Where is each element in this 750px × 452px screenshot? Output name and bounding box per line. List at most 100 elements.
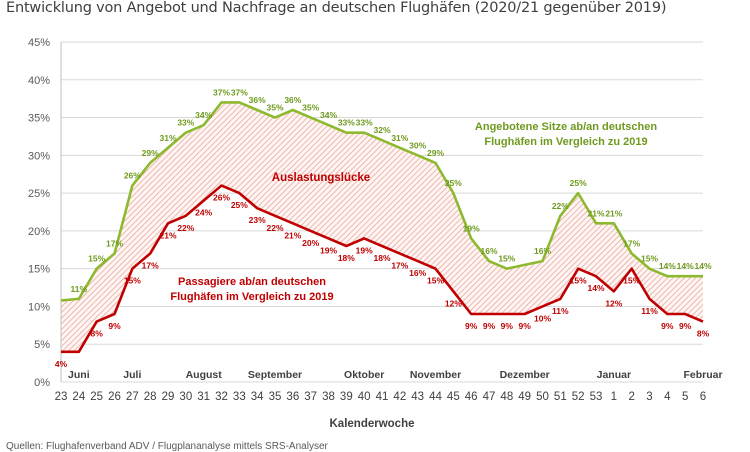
seats-data-label: 34% (320, 110, 337, 120)
passengers-data-label: 17% (391, 261, 408, 271)
x-tick-label: 53 (590, 391, 603, 403)
seats-data-label: 36% (249, 95, 266, 105)
gap-fill (61, 102, 703, 352)
month-label: Januar (597, 369, 631, 381)
source-note: Quellen: Flughafenverband ADV / Flugplan… (6, 441, 328, 452)
y-tick-label: 45% (28, 37, 50, 49)
seats-data-label: 37% (213, 87, 230, 97)
x-tick-label: 40 (358, 391, 371, 403)
passengers-data-label: 18% (338, 253, 355, 263)
x-tick-label: 44 (429, 391, 442, 403)
passengers-data-label: 15% (427, 276, 444, 286)
x-tick-label: 52 (572, 391, 585, 403)
seats-label-line: Flughäfen im Vergleich zu 2019 (484, 136, 647, 148)
seats-data-label: 36% (284, 95, 301, 105)
passengers-data-label: 18% (373, 253, 390, 263)
passengers-data-label: 26% (213, 193, 230, 203)
gap-area (61, 102, 703, 352)
x-tick-label: 42 (393, 391, 406, 403)
passengers-data-label: 9% (661, 321, 674, 331)
x-tick-label: 35 (269, 391, 282, 403)
seats-data-label: 15% (88, 254, 105, 264)
y-tick-label: 25% (28, 188, 50, 200)
passengers-data-label: 25% (231, 200, 248, 210)
x-tick-label: 28 (144, 391, 157, 403)
seats-data-label: 19% (463, 223, 480, 233)
y-tick-label: 30% (28, 150, 50, 162)
x-tick-label: 6 (700, 391, 706, 403)
x-tick-label: 38 (322, 391, 335, 403)
passengers-data-label: 9% (108, 321, 121, 331)
x-tick-label: 36 (286, 391, 299, 403)
month-label: August (186, 369, 223, 381)
month-label: Juni (68, 369, 90, 381)
seats-data-label: 22% (552, 201, 569, 211)
x-tick-label: 43 (411, 391, 424, 403)
x-tick-label: 45 (447, 391, 460, 403)
seats-data-label: 25% (445, 178, 462, 188)
passengers-label-line: Passagiere ab/an deutschen (178, 276, 326, 288)
x-tick-label: 32 (215, 391, 228, 403)
chart-title: Entwicklung von Angebot und Nachfrage an… (6, 0, 667, 16)
passengers-data-label: 12% (605, 298, 622, 308)
seats-data-label: 21% (587, 208, 604, 218)
passengers-data-label: 8% (697, 329, 710, 339)
axes: 0%5%10%15%20%25%30%35%40%45%23 24 25 26 27 28… (28, 37, 723, 430)
seats-data-label: 31% (391, 133, 408, 143)
passengers-data-label: 11% (552, 306, 569, 316)
passengers-data-label: 9% (519, 321, 532, 331)
seats-data-label: 11% (71, 284, 88, 294)
seats-data-label: 37% (231, 87, 248, 97)
gap-label: Auslastungslücke (272, 172, 370, 184)
x-tick-label: 34 (251, 391, 264, 403)
passengers-data-label: 4% (55, 359, 68, 369)
seats-data-label: 31% (159, 133, 176, 143)
passengers-data-label: 21% (284, 230, 301, 240)
x-tick-label: 29 (162, 391, 175, 403)
month-label: Oktober (344, 369, 384, 381)
x-tick-label: 47 (483, 391, 496, 403)
month-label: September (248, 369, 302, 381)
x-tick-label: 31 (197, 391, 210, 403)
x-tick-label: 41 (376, 391, 389, 403)
seats-data-label: 15% (641, 254, 658, 264)
seats-data-label: 29% (142, 148, 159, 158)
x-tick-label: 5 (682, 391, 688, 403)
x-tick-label: 48 (500, 391, 513, 403)
seats-data-label: 33% (356, 118, 373, 128)
data-labels: 11%15%17%26%29%31%33%34%37% 37%36%35%36%3… (55, 87, 712, 368)
month-label: Juli (123, 369, 141, 381)
passengers-data-label: 11% (641, 306, 658, 316)
x-tick-label: 46 (465, 391, 478, 403)
passengers-data-label: 21% (159, 230, 176, 240)
x-tick-label: 1 (611, 391, 617, 403)
y-tick-label: 10% (28, 301, 50, 313)
passengers-data-label: 22% (177, 223, 194, 233)
y-tick-label: 0% (34, 377, 50, 389)
passengers-label-line: Flughäfen im Vergleich zu 2019 (170, 291, 333, 303)
x-tick-label: 37 (304, 391, 317, 403)
seats-data-label: 26% (124, 171, 141, 181)
month-label: Dezember (500, 369, 550, 381)
month-label: Februar (683, 369, 722, 381)
x-tick-label: 51 (554, 391, 567, 403)
seats-data-label: 33% (338, 118, 355, 128)
passengers-data-label: 15% (570, 276, 587, 286)
x-tick-label: 30 (179, 391, 192, 403)
passengers-data-label: 15% (124, 276, 141, 286)
passengers-data-label: 9% (465, 321, 478, 331)
passengers-data-label: 19% (320, 245, 337, 255)
x-tick-label: 33 (233, 391, 246, 403)
passengers-data-label: 24% (195, 208, 212, 218)
y-tick-label: 20% (28, 226, 50, 238)
passengers-data-label: 14% (587, 283, 604, 293)
x-tick-label: 25 (90, 391, 103, 403)
annotations: Auslastungslücke Angebotene Sitze ab/an d… (170, 121, 657, 303)
passengers-data-label: 17% (142, 261, 159, 271)
passengers-data-label: 9% (501, 321, 514, 331)
y-tick-label: 40% (28, 75, 50, 87)
seats-data-label: 17% (623, 239, 640, 249)
seats-data-label: 16% (480, 246, 497, 256)
month-label: November (410, 369, 461, 381)
